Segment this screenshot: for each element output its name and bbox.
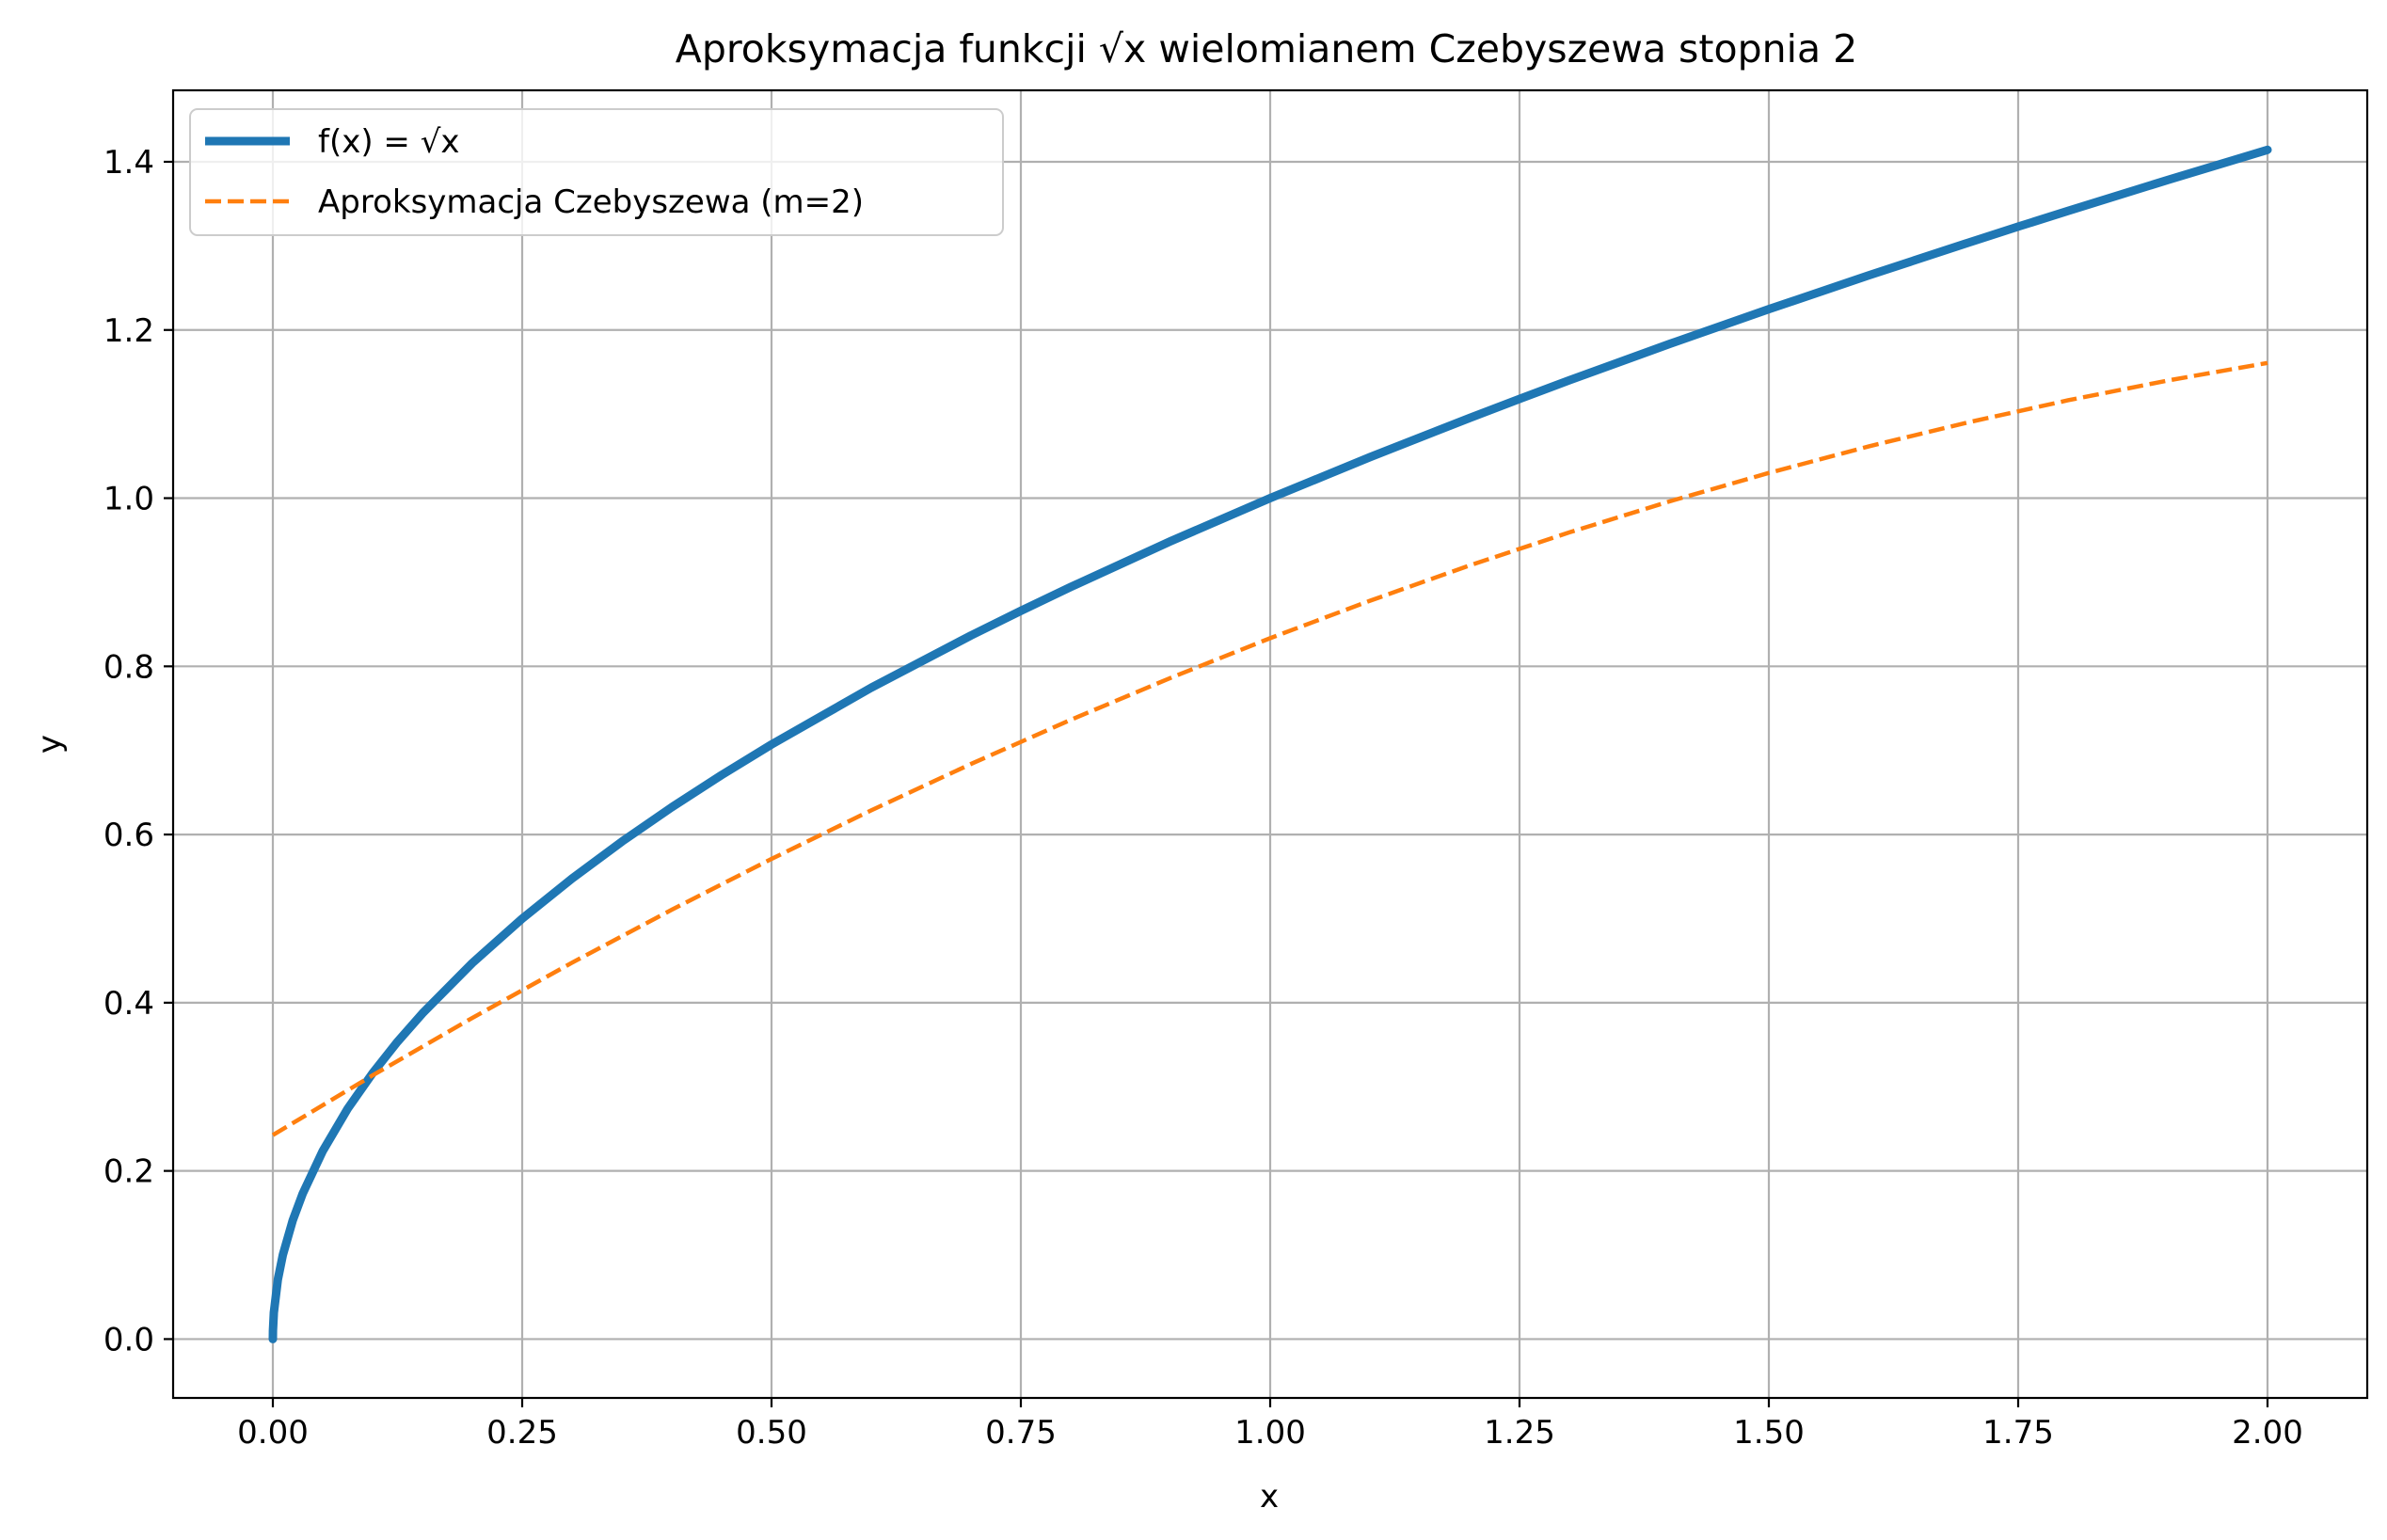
chart-title: Aproksymacja funkcji √x wielomianem Czeb… xyxy=(676,26,1857,71)
x-axis: 0.00 0.25 0.50 0.75 1.00 1.25 1.50 1.75 2.00 xyxy=(237,1398,2303,1452)
x-tick-label: 0.00 xyxy=(237,1414,309,1452)
plot-area xyxy=(268,145,2272,1343)
series-line-sqrt xyxy=(268,145,2272,1343)
y-tick-label: 0.8 xyxy=(103,648,154,686)
y-tick-label: 1.4 xyxy=(103,144,154,182)
legend-box xyxy=(189,108,1004,236)
x-axis-label: x xyxy=(1260,1478,1279,1516)
y-tick-label: 0.6 xyxy=(103,817,154,854)
x-tick-label: 1.00 xyxy=(1234,1414,1306,1452)
x-tick-label: 0.25 xyxy=(486,1414,558,1452)
series-layer xyxy=(268,145,2272,1343)
legend-label-chebyshev: Aproksymacja Czebyszewa (m=2) xyxy=(318,183,864,221)
x-tick-label: 0.75 xyxy=(985,1414,1057,1452)
x-tick-label: 2.00 xyxy=(2232,1414,2303,1452)
y-axis-label: y xyxy=(31,735,69,754)
y-tick-label: 1.2 xyxy=(103,312,154,350)
y-tick-label: 0.2 xyxy=(103,1153,154,1191)
legend: f(x) = √x Aproksymacja Czebyszewa (m=2) xyxy=(189,108,1004,236)
x-tick-label: 1.75 xyxy=(1982,1414,2054,1452)
x-tick-label: 1.50 xyxy=(1733,1414,1805,1452)
y-tick-label: 0.4 xyxy=(103,985,154,1023)
legend-label-sqrt: f(x) = √x xyxy=(318,123,460,161)
x-tick-label: 1.25 xyxy=(1484,1414,1555,1452)
y-tick-label: 1.0 xyxy=(103,481,154,518)
x-tick-label: 0.50 xyxy=(736,1414,807,1452)
y-axis: 0.0 0.2 0.4 0.6 0.8 1.0 1.2 1.4 xyxy=(103,144,173,1358)
y-tick-label: 0.0 xyxy=(103,1321,154,1358)
series-line-chebyshev xyxy=(271,360,2268,1137)
